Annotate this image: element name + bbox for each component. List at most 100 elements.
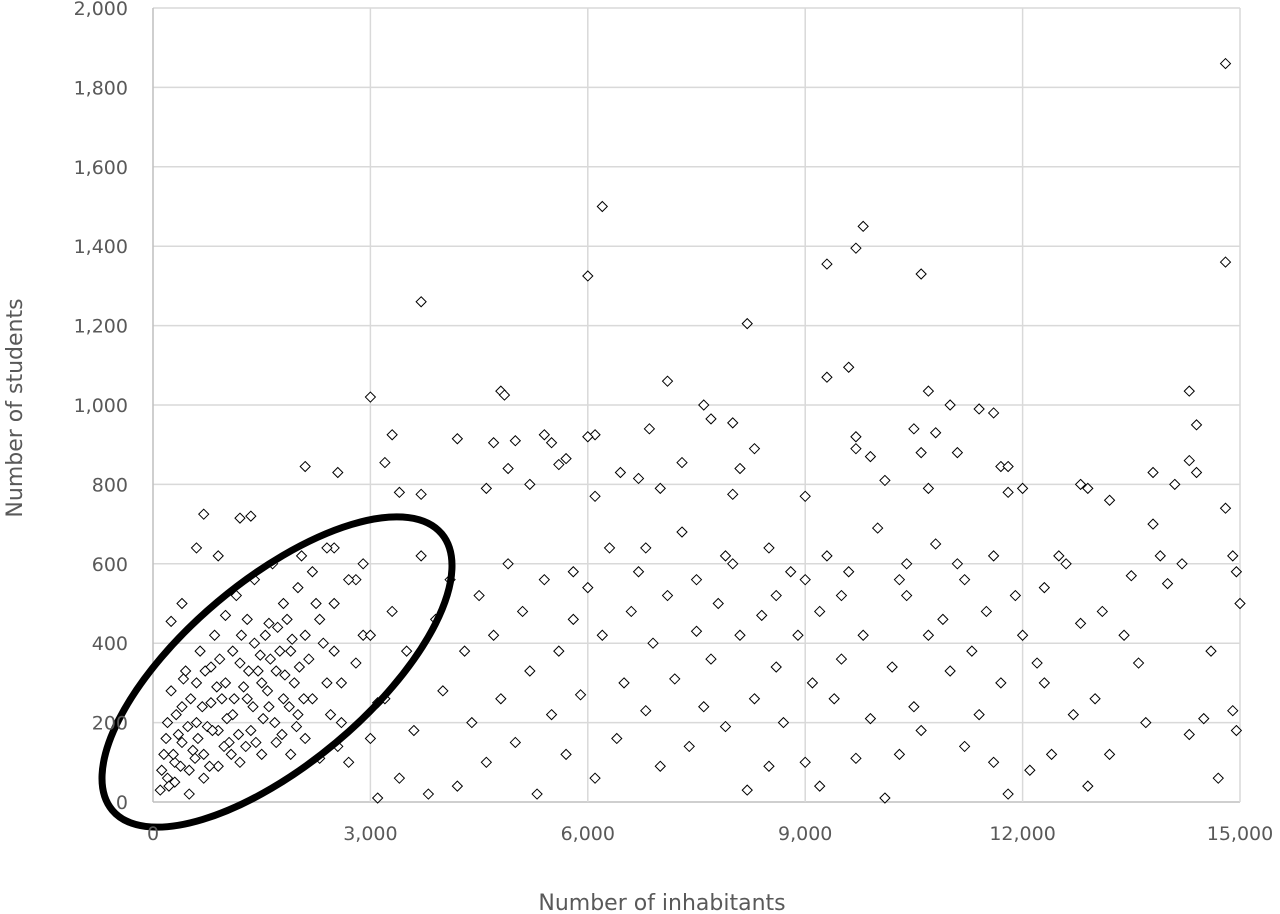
y-tick-label: 1,600	[74, 157, 128, 179]
data-point	[871, 522, 884, 534]
data-point	[1103, 494, 1116, 506]
data-point	[292, 708, 304, 721]
data-point	[415, 488, 427, 501]
data-point	[654, 760, 666, 772]
data-point	[1147, 466, 1159, 479]
data-point	[379, 456, 391, 469]
data-point	[1074, 478, 1087, 491]
data-point	[1234, 597, 1246, 610]
data-point	[538, 573, 551, 586]
data-point	[306, 566, 319, 578]
data-point	[264, 653, 277, 665]
data-point	[727, 417, 739, 429]
data-point	[821, 371, 833, 383]
y-tick-label: 1,800	[74, 77, 128, 99]
data-point	[1219, 57, 1232, 70]
data-point	[219, 677, 232, 689]
data-point	[211, 681, 223, 693]
data-point	[386, 429, 398, 441]
data-point	[192, 732, 204, 745]
data-point	[509, 736, 522, 749]
data-point	[408, 724, 420, 737]
data-point	[198, 772, 210, 784]
data-point	[321, 677, 333, 689]
data-point	[1183, 454, 1195, 467]
data-point	[835, 653, 848, 665]
data-point	[259, 629, 272, 641]
data-point	[850, 442, 862, 455]
data-point	[727, 488, 739, 501]
data-point	[228, 693, 240, 705]
data-point	[495, 693, 507, 705]
data-point	[614, 466, 627, 479]
data-point	[727, 558, 739, 570]
data-point	[183, 788, 195, 800]
y-tick-label: 800	[92, 474, 128, 496]
data-point	[1219, 256, 1232, 268]
data-point	[915, 724, 927, 737]
data-point	[908, 423, 920, 435]
x-tick-label: 6,000	[561, 823, 615, 845]
data-point	[1125, 570, 1138, 582]
data-point	[1053, 550, 1065, 562]
data-point	[567, 613, 580, 626]
data-point	[252, 665, 264, 677]
y-tick-label: 1,200	[74, 316, 128, 338]
data-point	[1038, 677, 1051, 689]
data-point	[582, 270, 594, 282]
data-point	[1205, 645, 1217, 657]
data-point	[864, 712, 877, 725]
data-point	[199, 665, 211, 677]
data-point	[553, 645, 565, 657]
data-point	[958, 740, 971, 753]
data-point	[422, 788, 435, 800]
data-point	[277, 597, 290, 610]
data-point	[1230, 566, 1243, 578]
x-tick-label: 3,000	[343, 823, 397, 845]
data-point	[466, 716, 478, 729]
data-point	[922, 385, 935, 397]
data-point	[799, 573, 811, 586]
data-point	[288, 677, 301, 689]
data-point	[1118, 629, 1130, 641]
data-point	[676, 456, 688, 469]
data-point	[1227, 550, 1239, 562]
data-point	[393, 772, 406, 784]
data-point	[1103, 748, 1116, 761]
data-point	[900, 558, 913, 570]
data-point	[415, 550, 427, 562]
data-point	[908, 701, 920, 713]
data-point	[245, 724, 257, 737]
data-point	[313, 613, 326, 626]
data-point	[234, 512, 246, 524]
data-point	[299, 732, 311, 745]
data-point	[232, 728, 245, 741]
data-point	[386, 605, 398, 618]
data-point	[225, 748, 237, 761]
data-point	[451, 780, 464, 792]
data-point	[799, 756, 811, 769]
data-point	[915, 268, 927, 280]
data-point	[596, 200, 609, 213]
data-point	[1067, 708, 1080, 721]
data-point	[879, 474, 891, 487]
y-tick-label: 2,000	[74, 0, 128, 20]
data-point	[770, 661, 782, 673]
data-point	[857, 629, 869, 641]
data-point	[509, 435, 522, 447]
data-point	[792, 629, 804, 641]
data-point	[611, 732, 623, 745]
data-point	[1161, 577, 1174, 590]
data-point	[176, 701, 188, 713]
data-point	[886, 661, 898, 673]
data-point	[235, 629, 248, 641]
data-point	[250, 736, 262, 749]
x-axis-label: Number of inhabitants	[538, 891, 785, 914]
data-point	[1038, 581, 1051, 594]
data-point	[306, 693, 319, 705]
data-point	[705, 413, 717, 425]
data-point	[393, 486, 406, 499]
data-point	[303, 653, 315, 665]
data-point	[1169, 478, 1181, 491]
data-point	[263, 617, 275, 630]
